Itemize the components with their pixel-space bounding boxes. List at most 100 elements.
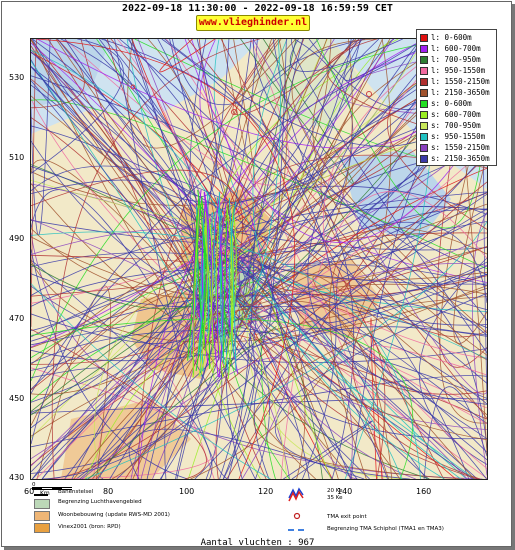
flight-track xyxy=(31,39,85,109)
tma-exit-point xyxy=(366,91,372,97)
legend-swatch xyxy=(420,44,428,53)
housing-swatch xyxy=(34,511,50,521)
flight-track xyxy=(204,191,213,342)
flight-track xyxy=(244,274,487,320)
flight-track xyxy=(270,39,352,248)
flight-track xyxy=(289,39,403,72)
x-tick-label: 80 xyxy=(103,487,114,496)
legend-label: s: 600-700m xyxy=(431,110,481,119)
tma-exit-point xyxy=(130,84,136,90)
site-link[interactable]: www.vlieghinder.nl xyxy=(196,15,310,31)
flight-track xyxy=(31,272,210,412)
flight-track xyxy=(291,39,487,334)
flight-track xyxy=(31,375,487,448)
legend-swatch xyxy=(420,66,428,75)
legend-item: s: 1550-2150m xyxy=(420,142,494,153)
flight-track xyxy=(31,95,247,235)
legend-item: s: 2150-3650m xyxy=(420,153,494,164)
legend-swatch xyxy=(420,110,428,119)
contour-label-35: 35 Ke xyxy=(327,495,343,501)
flight-track xyxy=(198,213,208,377)
vinex-label: Vinex2001 (bron: RPD) xyxy=(58,524,121,530)
flight-track xyxy=(42,152,487,479)
y-tick-label: 490 xyxy=(9,234,25,243)
x-tick-label: 120 xyxy=(258,487,274,496)
flight-track xyxy=(31,283,197,426)
runway-symbol xyxy=(34,494,48,496)
flight-track xyxy=(31,337,194,395)
flight-track xyxy=(128,428,365,479)
flight-track xyxy=(245,39,394,234)
flight-track xyxy=(228,201,237,358)
flight-track xyxy=(312,39,487,356)
legend-swatch xyxy=(420,121,428,130)
flight-track xyxy=(247,39,487,430)
flight-track xyxy=(31,169,243,479)
flight-track xyxy=(246,39,281,323)
flight-track xyxy=(273,258,306,479)
flight-track xyxy=(230,191,487,231)
flight-track xyxy=(253,276,462,479)
legend-swatch xyxy=(420,154,428,163)
flight-track xyxy=(228,197,237,371)
flight-track xyxy=(221,307,333,479)
tma-boundary-symbol xyxy=(288,529,304,531)
flight-track-map[interactable] xyxy=(30,38,488,480)
tma-boundary-label: Begrenzing TMA Schiphol (TMA1 en TMA3) xyxy=(327,526,444,532)
legend-item: l: 2150-3650m xyxy=(420,87,494,98)
flight-count: Aantal vluchten : 967 xyxy=(200,538,315,548)
flight-track xyxy=(114,39,228,479)
flight-track xyxy=(260,265,351,479)
flight-track xyxy=(242,39,304,295)
flight-track xyxy=(224,213,237,369)
flight-track xyxy=(109,39,395,479)
altitude-legend: l: 0-600m l: 600-700m l: 700-950m l: 950-15… xyxy=(416,29,497,166)
flight-track xyxy=(31,330,279,364)
flight-track xyxy=(96,39,221,242)
flight-track xyxy=(31,303,242,346)
legend-item: l: 950-1550m xyxy=(420,65,494,76)
flight-track xyxy=(48,155,487,479)
tma-exit-point xyxy=(231,109,237,115)
flight-track xyxy=(235,231,487,251)
flight-track xyxy=(231,251,487,336)
flight-track xyxy=(230,204,235,357)
x-tick-label: 100 xyxy=(179,487,195,496)
flight-track xyxy=(203,335,430,479)
flight-track xyxy=(31,179,196,479)
flight-track xyxy=(73,300,393,479)
flight-track xyxy=(273,262,487,301)
flight-track xyxy=(329,227,487,479)
flight-track xyxy=(137,39,280,479)
flight-track xyxy=(184,39,487,243)
flight-track xyxy=(320,39,487,361)
vinex-swatch xyxy=(34,523,50,533)
flight-track xyxy=(85,221,487,479)
legend-item: l: 1550-2150m xyxy=(420,76,494,87)
legend-label: s: 0-600m xyxy=(431,99,472,108)
legend-item: l: 0-600m xyxy=(420,32,494,43)
flight-track xyxy=(197,190,206,340)
legend-swatch xyxy=(420,55,428,64)
legend-item: l: 700-950m xyxy=(420,54,494,65)
flight-track xyxy=(31,60,209,334)
flight-track xyxy=(227,221,235,380)
legend-swatch xyxy=(420,143,428,152)
flight-track xyxy=(31,328,207,479)
housing-label: Woonbebouwing (update RWS-MD 2001) xyxy=(58,512,170,518)
flight-track xyxy=(31,264,197,310)
scale-label: Km xyxy=(40,490,50,497)
flight-track xyxy=(199,250,487,453)
x-tick-label: 140 xyxy=(337,487,353,496)
flight-track xyxy=(206,248,288,479)
legend-label: l: 600-700m xyxy=(431,44,481,53)
flight-track xyxy=(31,221,487,429)
flight-track xyxy=(265,275,487,297)
flight-track xyxy=(226,204,233,341)
runway-label: Banenstelsel xyxy=(58,489,94,495)
flight-track xyxy=(36,39,296,479)
flight-track xyxy=(159,39,216,73)
flight-track xyxy=(137,39,470,479)
flight-track xyxy=(200,218,214,376)
flight-track xyxy=(252,39,487,336)
